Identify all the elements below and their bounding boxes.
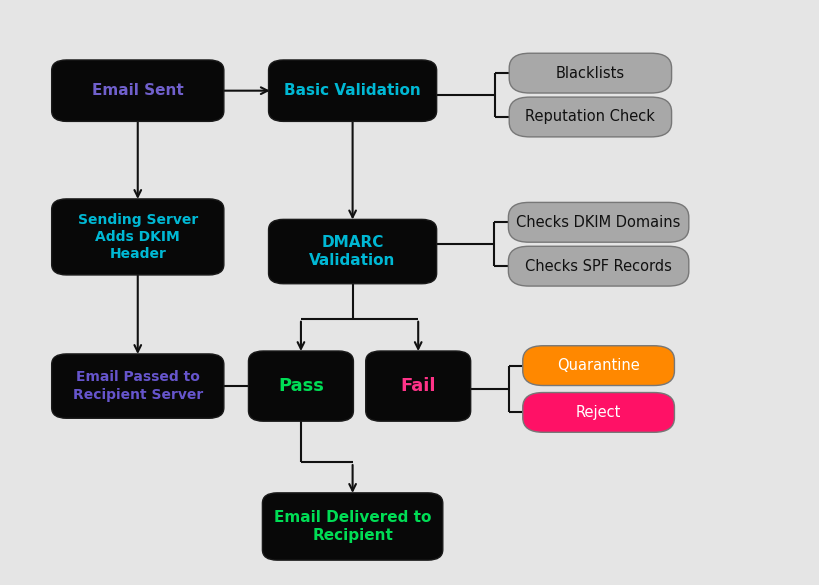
Text: Email Delivered to
Recipient: Email Delivered to Recipient [274,510,431,543]
Text: Pass: Pass [278,377,324,395]
Text: Reputation Check: Reputation Check [525,109,654,125]
Text: Sending Server
Adds DKIM
Header: Sending Server Adds DKIM Header [78,212,197,261]
Text: Basic Validation: Basic Validation [284,83,420,98]
Text: Reject: Reject [575,405,621,420]
Text: DMARC
Validation: DMARC Validation [309,235,396,269]
FancyBboxPatch shape [52,60,224,122]
FancyBboxPatch shape [248,351,353,421]
Text: Checks DKIM Domains: Checks DKIM Domains [516,215,680,230]
FancyBboxPatch shape [269,219,436,284]
FancyBboxPatch shape [365,351,470,421]
FancyBboxPatch shape [262,493,442,560]
FancyBboxPatch shape [523,346,673,386]
FancyBboxPatch shape [52,354,224,418]
Text: Blacklists: Blacklists [555,66,624,81]
Text: Fail: Fail [400,377,436,395]
FancyBboxPatch shape [523,393,673,432]
Text: Checks SPF Records: Checks SPF Records [524,259,672,274]
FancyBboxPatch shape [509,97,671,137]
FancyBboxPatch shape [509,53,671,93]
FancyBboxPatch shape [508,246,688,286]
Text: Email Passed to
Recipient Server: Email Passed to Recipient Server [73,370,202,402]
Text: Quarantine: Quarantine [557,358,639,373]
Text: Email Sent: Email Sent [92,83,183,98]
FancyBboxPatch shape [52,199,224,275]
FancyBboxPatch shape [508,202,688,242]
FancyBboxPatch shape [269,60,436,122]
